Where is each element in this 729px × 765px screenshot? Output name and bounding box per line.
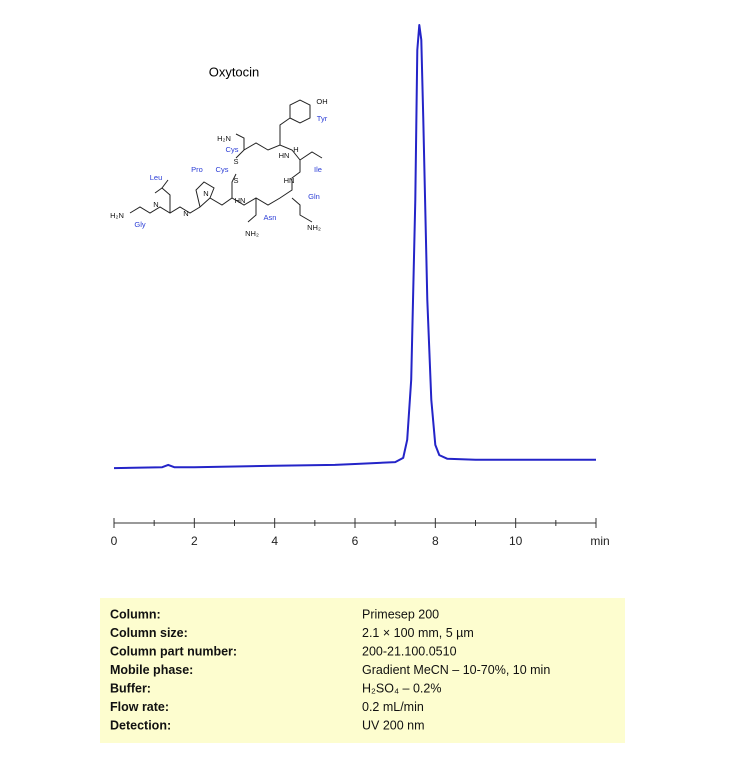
x-tick-label: 0: [111, 534, 118, 548]
structure-label: Pro: [191, 165, 203, 174]
structure-label: N: [203, 189, 208, 198]
structure-label: HN: [284, 176, 295, 185]
row-label: Column size:: [110, 626, 188, 640]
structure-label: S: [233, 176, 238, 185]
structure-label: Cys: [226, 145, 239, 154]
row-label: Buffer:: [110, 681, 151, 695]
x-tick-label: 2: [191, 534, 198, 548]
row-label: Detection:: [110, 718, 171, 732]
structure-label: Gln: [308, 192, 320, 201]
row-value: Gradient MeCN – 10-70%, 10 min: [362, 663, 550, 677]
structure-label: HN: [235, 196, 246, 205]
row-label: Column part number:: [110, 644, 237, 658]
structure-label: NH₂: [245, 229, 259, 238]
structure: [129, 99, 323, 223]
row-label: Flow rate:: [110, 700, 169, 714]
structure-label: NH₂: [307, 223, 321, 232]
row-value: H₂SO₄ – 0.2%: [362, 681, 441, 695]
structure-label: Leu: [150, 173, 163, 182]
structure-label: S: [233, 157, 238, 166]
row-label: Mobile phase:: [110, 663, 193, 677]
structure-label: H: [293, 145, 298, 154]
x-tick-label: 10: [509, 534, 523, 548]
table-background: [100, 598, 625, 743]
x-tick-label: 4: [271, 534, 278, 548]
row-value: 200-21.100.0510: [362, 644, 457, 658]
chart-title: Oxytocin: [209, 64, 260, 79]
structure-label: H₂N: [110, 211, 124, 220]
structure-label: Cys: [216, 165, 229, 174]
structure-label: Gly: [134, 220, 146, 229]
structure-label: N: [153, 200, 158, 209]
structure-label: H₂N: [217, 134, 231, 143]
row-value: UV 200 nm: [362, 718, 425, 732]
x-tick-label: 8: [432, 534, 439, 548]
structure-label: Tyr: [317, 114, 328, 123]
row-value: Primesep 200: [362, 607, 439, 621]
structure-label: HN: [279, 151, 290, 160]
structure-label: N: [183, 209, 188, 218]
x-tick-label: 6: [352, 534, 359, 548]
structure-label: OH: [316, 97, 327, 106]
structure-label: Asn: [264, 213, 277, 222]
structure-label: Ile: [314, 165, 322, 174]
row-value: 2.1 × 100 mm, 5 µm: [362, 626, 474, 640]
row-value: 0.2 mL/min: [362, 700, 424, 714]
chromatogram-line: [113, 24, 596, 470]
row-label: Column:: [110, 607, 161, 621]
x-tick-label: min: [590, 534, 609, 548]
